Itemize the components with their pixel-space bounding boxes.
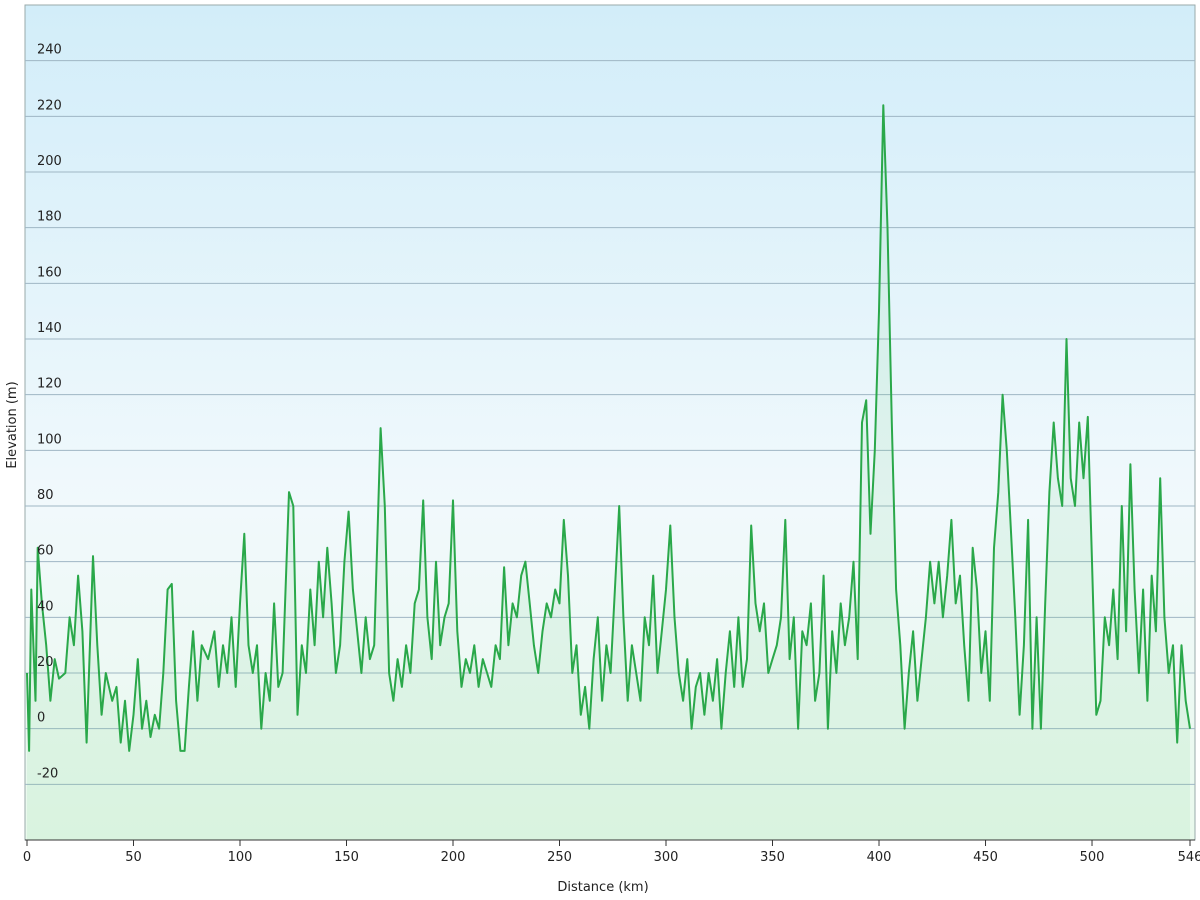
elevation-line [26, 104, 1191, 752]
y-tick-label: 40 [37, 599, 54, 614]
x-tick-label: 100 [228, 850, 253, 865]
y-tick-label: 20 [37, 655, 54, 670]
x-tick-label: 300 [654, 850, 679, 865]
x-tick-label: 350 [760, 850, 785, 865]
y-tick-label: 160 [37, 265, 62, 280]
x-tick-label: 0 [23, 850, 31, 865]
area [27, 105, 1190, 840]
y-tick-label: 180 [37, 210, 62, 225]
x-tick-label: 200 [441, 850, 466, 865]
y-tick-label: 0 [37, 711, 45, 726]
y-tick-label: 100 [37, 432, 62, 447]
y-axis-title: Elevation (m) [5, 381, 20, 468]
y-tick-label: -20 [37, 766, 58, 781]
y-tick-label: 60 [37, 544, 54, 559]
x-tick-label: 400 [867, 850, 892, 865]
plot-area [24, 4, 1196, 841]
x-tick-label: 50 [125, 850, 142, 865]
y-tick-label: 240 [37, 43, 62, 58]
y-tick-label: 120 [37, 377, 62, 392]
y-tick-label: 220 [37, 98, 62, 113]
x-tick-label: 450 [973, 850, 998, 865]
y-tick-label: 200 [37, 154, 62, 169]
x-tick-label: 150 [334, 850, 359, 865]
y-tick-label: 80 [37, 488, 54, 503]
x-tick-label: 250 [547, 850, 572, 865]
y-tick-label: 140 [37, 321, 62, 336]
x-axis-title: Distance (km) [557, 880, 648, 895]
x-tick-label: 546 [1178, 850, 1200, 865]
x-tick-label: 500 [1080, 850, 1105, 865]
